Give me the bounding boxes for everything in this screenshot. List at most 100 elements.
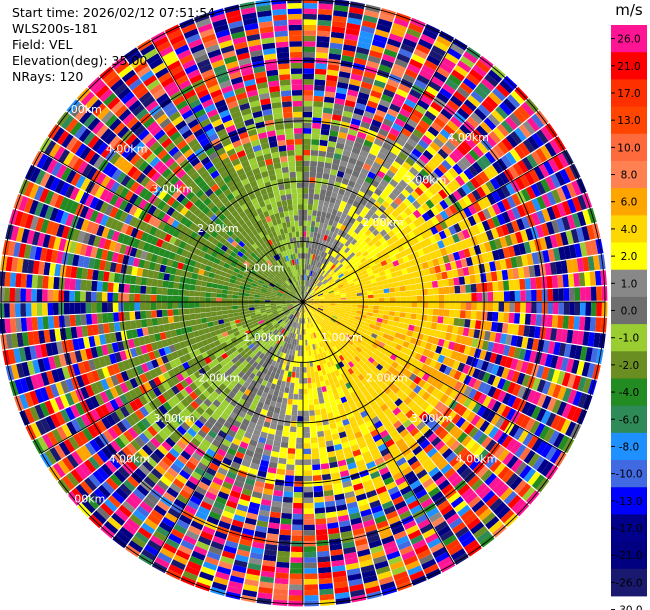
range-gate xyxy=(172,309,179,316)
range-gate xyxy=(476,283,483,293)
range-gate xyxy=(514,127,527,142)
range-gate xyxy=(354,227,361,235)
range-gate xyxy=(444,207,454,218)
range-gate xyxy=(526,200,537,214)
range-gate xyxy=(491,215,501,228)
range-gate xyxy=(519,313,526,325)
range-gate xyxy=(511,206,521,220)
range-gate xyxy=(419,154,430,165)
range-gate xyxy=(484,151,496,164)
range-gate xyxy=(325,284,332,289)
range-gate xyxy=(460,335,468,345)
range-gate xyxy=(507,268,514,280)
range-gate xyxy=(306,286,310,292)
range-gate xyxy=(319,245,325,252)
range-gate xyxy=(402,175,412,185)
range-gate xyxy=(398,83,411,94)
range-gate xyxy=(283,485,294,492)
range-gate xyxy=(539,352,548,366)
range-gate xyxy=(518,242,527,255)
range-gate xyxy=(383,288,390,294)
range-gate xyxy=(391,122,403,133)
range-gate xyxy=(342,110,353,118)
range-gate xyxy=(476,292,483,302)
range-gate xyxy=(303,193,309,199)
range-gate xyxy=(463,168,474,180)
range-gate xyxy=(348,12,363,20)
range-gate xyxy=(494,260,502,271)
range-gate xyxy=(317,25,331,32)
range-gate xyxy=(315,288,321,293)
range-gate xyxy=(288,589,303,596)
range-gate xyxy=(276,556,290,563)
range-gate xyxy=(319,303,325,306)
range-gate xyxy=(434,192,444,203)
range-gate xyxy=(318,305,325,308)
range-gate xyxy=(350,238,358,246)
range-gate xyxy=(346,222,353,229)
range-gate xyxy=(313,248,317,255)
range-gate xyxy=(364,221,372,229)
range-gate xyxy=(328,269,334,275)
range-gate xyxy=(374,29,390,38)
range-gate xyxy=(480,231,489,243)
range-gate xyxy=(292,366,297,373)
range-gate xyxy=(307,294,312,299)
range-gate xyxy=(569,287,575,301)
range-gate xyxy=(351,146,361,155)
range-gate xyxy=(311,220,316,227)
range-gate xyxy=(531,212,541,226)
range-gate xyxy=(484,96,499,109)
range-gate xyxy=(445,245,453,255)
range-gate xyxy=(551,315,559,328)
range-gate xyxy=(483,330,491,341)
range-gate xyxy=(497,343,506,355)
range-gate xyxy=(348,157,357,165)
range-gate xyxy=(432,287,439,295)
range-gate xyxy=(520,290,526,302)
range-gate xyxy=(329,47,342,55)
range-gate xyxy=(370,90,382,99)
range-gate xyxy=(395,88,409,99)
range-gate xyxy=(291,546,303,553)
range-gate xyxy=(556,187,567,202)
range-gate xyxy=(324,218,330,225)
range-gate xyxy=(297,350,301,357)
range-gate xyxy=(442,255,450,264)
range-gate xyxy=(491,321,498,332)
range-gate xyxy=(360,25,375,34)
range-gate xyxy=(309,282,313,288)
range-gate xyxy=(140,310,147,319)
range-gate xyxy=(496,322,503,333)
range-gate xyxy=(487,341,495,352)
range-gate xyxy=(216,310,223,316)
range-gate xyxy=(499,102,513,116)
range-gate xyxy=(313,303,320,305)
range-gate xyxy=(315,523,327,530)
range-gate xyxy=(360,240,368,248)
range-gate xyxy=(312,237,317,244)
range-gate xyxy=(312,475,322,482)
range-gate xyxy=(476,142,489,155)
range-gate xyxy=(448,225,457,235)
range-gate xyxy=(347,236,354,243)
range-gate xyxy=(556,218,566,232)
range-gate xyxy=(328,262,334,269)
range-gate xyxy=(535,224,545,238)
range-gate xyxy=(337,229,344,236)
range-gate xyxy=(313,398,320,405)
range-gate xyxy=(402,255,410,263)
range-gate xyxy=(319,452,328,459)
range-gate xyxy=(304,584,319,591)
range-gate xyxy=(577,194,587,211)
range-gate xyxy=(326,236,332,243)
range-gate xyxy=(495,106,509,120)
range-gate xyxy=(336,280,342,285)
range-gate xyxy=(190,319,197,326)
range-gate xyxy=(509,302,516,313)
range-gate xyxy=(354,283,361,288)
range-gate xyxy=(356,97,368,106)
range-gate xyxy=(550,262,557,275)
range-gate xyxy=(364,263,371,270)
range-gate xyxy=(524,171,535,186)
